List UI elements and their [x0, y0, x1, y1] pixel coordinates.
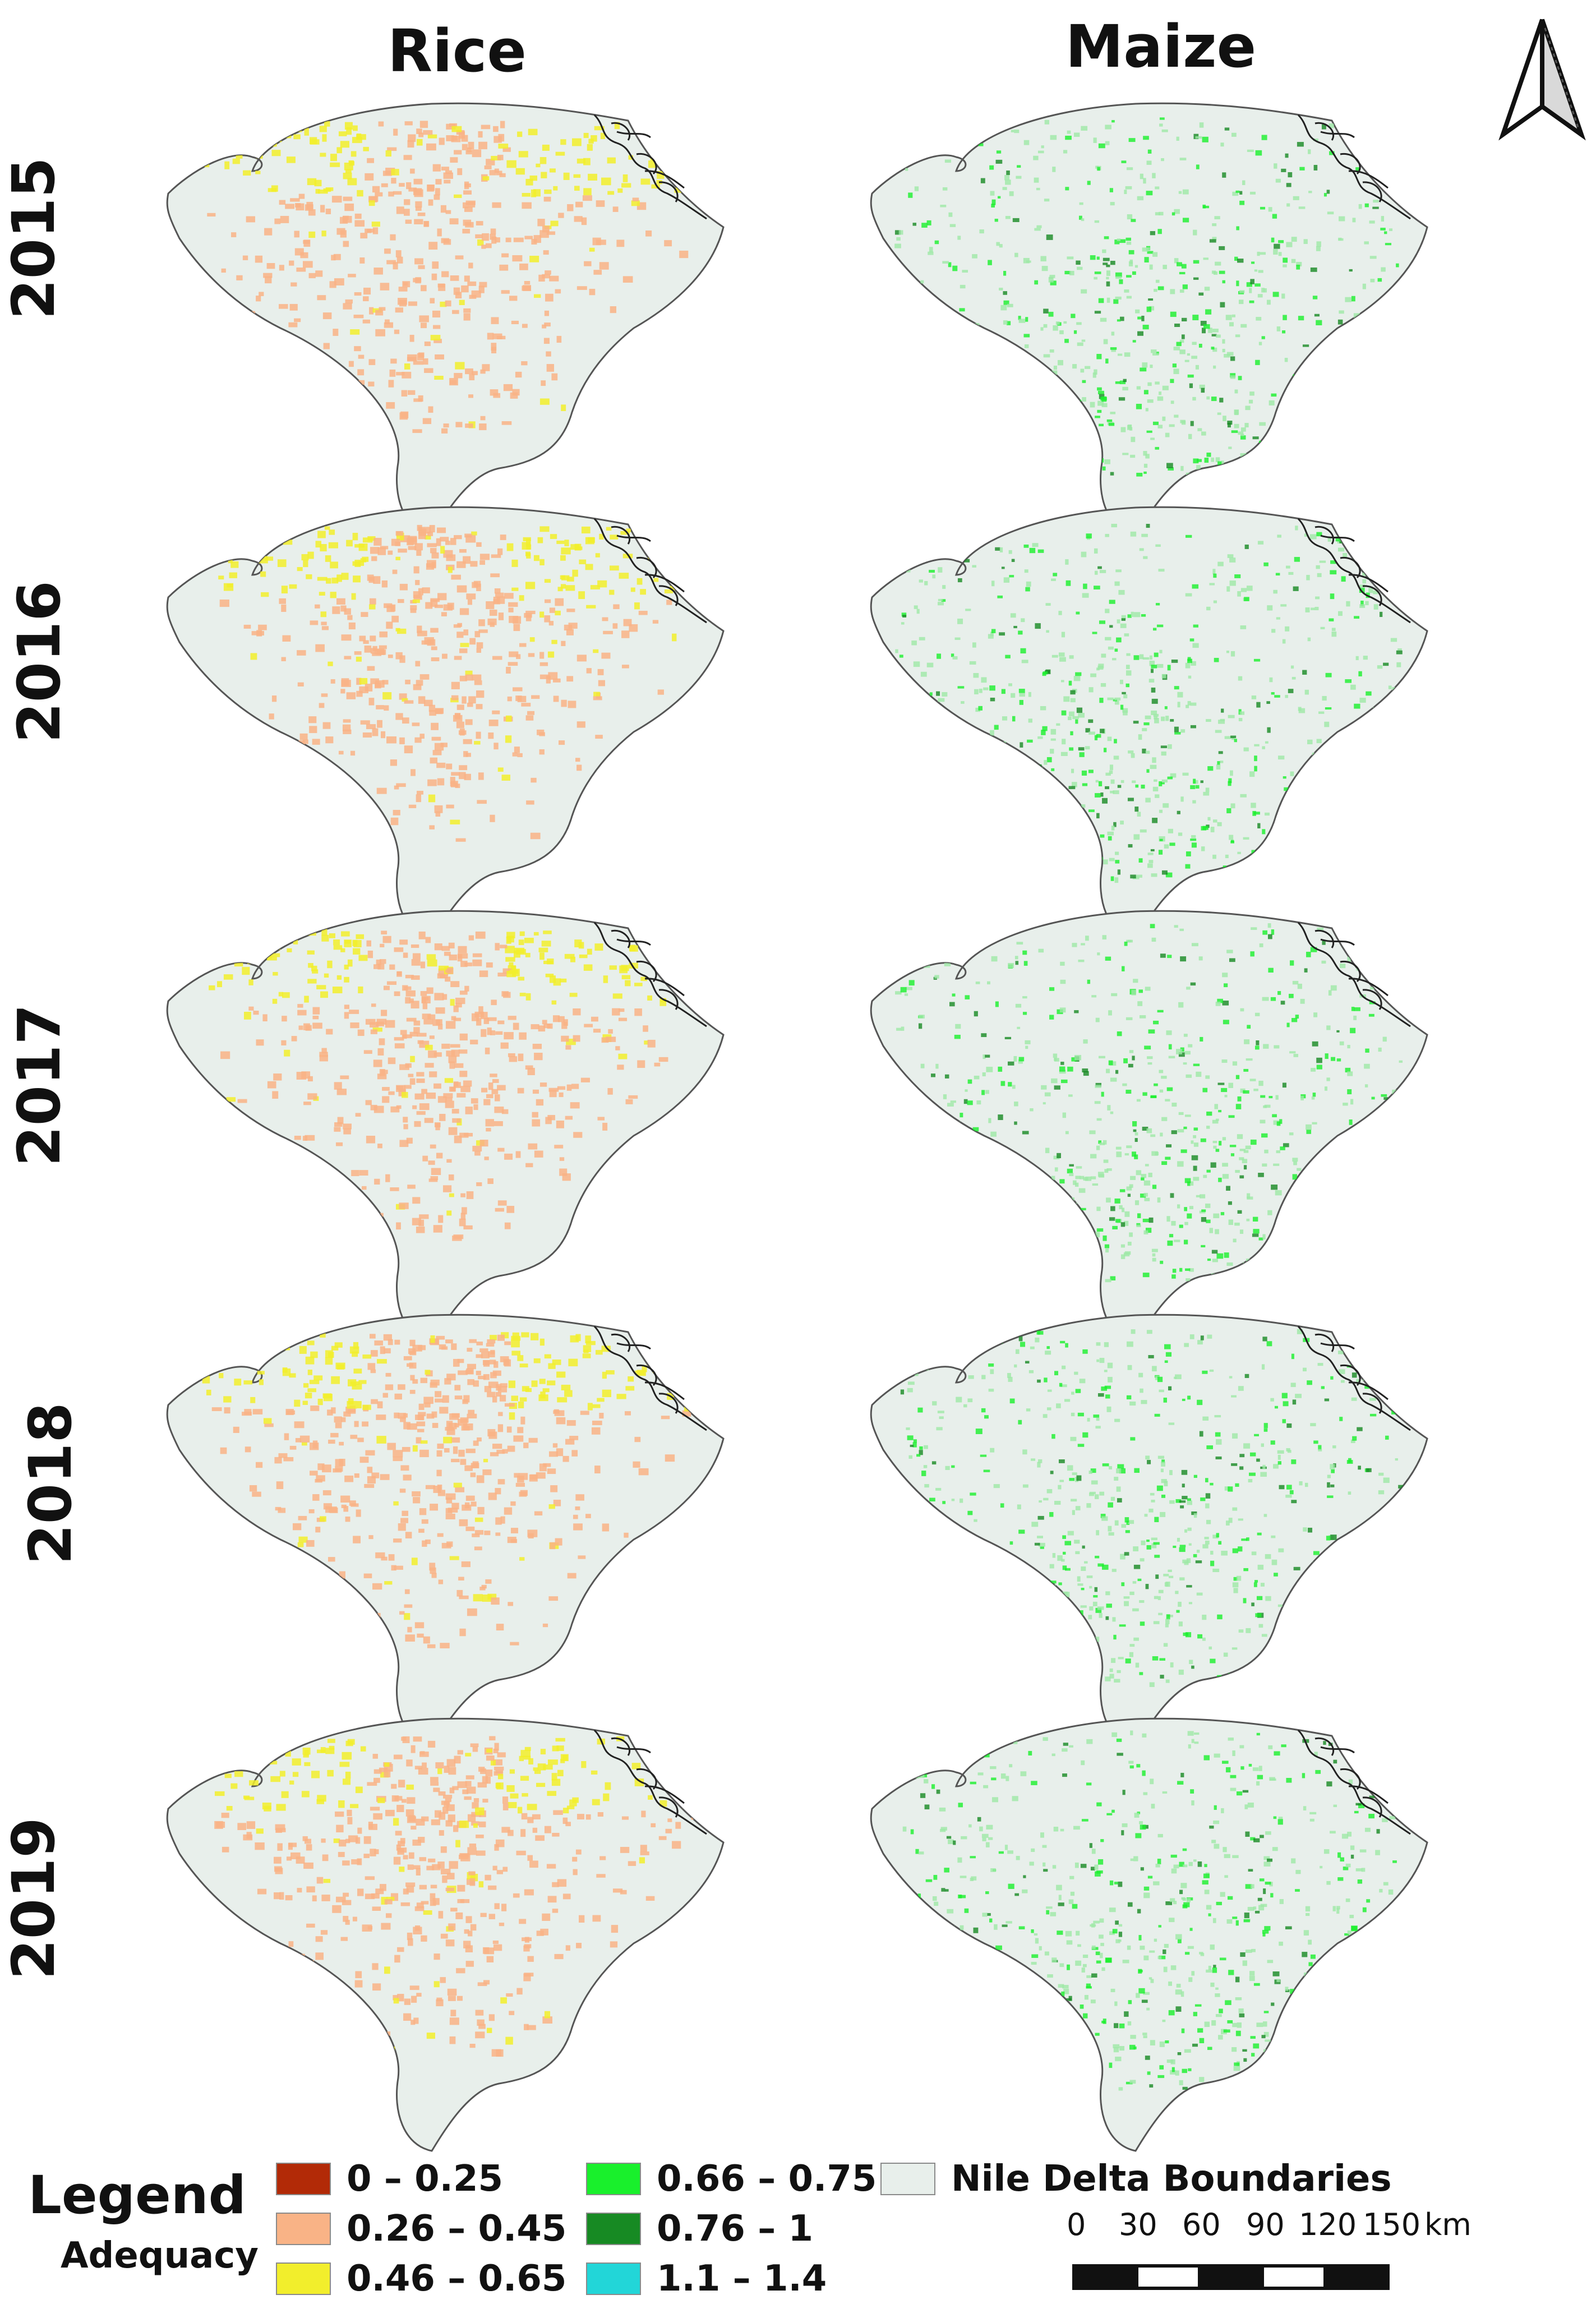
year-label-2015: 2015 [0, 157, 68, 320]
legend-swatch [276, 2213, 331, 2245]
scale-bar-segment [1323, 2264, 1390, 2290]
scale-bar-segment [1261, 2264, 1327, 2290]
year-label-2018: 2018 [16, 1402, 85, 1565]
nile-delta-boundary [870, 102, 1428, 537]
scale-tick-label: 120 [1299, 2207, 1357, 2242]
rice-map-panel [166, 1717, 725, 2152]
legend-swatch [586, 2262, 641, 2295]
legend-title: Legend [28, 2165, 246, 2226]
legend-item: 0.46 – 0.65 [276, 2258, 566, 2300]
legend-label: 0.46 – 0.65 [347, 2258, 567, 2300]
legend-swatch [586, 2213, 641, 2245]
nile-delta-boundary [870, 910, 1428, 1344]
legend-item: 0.26 – 0.45 [276, 2208, 566, 2250]
coastline-lagoons [593, 1729, 707, 1835]
year-label-2017: 2017 [5, 1004, 73, 1167]
north-arrow-icon [1498, 19, 1586, 141]
column-title-maize: Maize [1065, 12, 1257, 81]
coastline-lagoons [593, 1325, 707, 1431]
coastline-lagoons [1297, 518, 1411, 624]
legend-item: Nile Delta Boundaries [880, 2158, 1392, 2200]
scale-tick-label: 30 [1119, 2207, 1157, 2242]
legend-label: 0 – 0.25 [347, 2158, 503, 2200]
legend-label: 1.1 – 1.4 [657, 2258, 827, 2300]
legend-item: 0 – 0.25 [276, 2158, 503, 2200]
scale-tick-label: 0 [1067, 2207, 1086, 2242]
maize-map-panel [870, 1717, 1428, 2152]
legend-label: 0.26 – 0.45 [347, 2208, 567, 2250]
legend-label: Nile Delta Boundaries [951, 2158, 1392, 2200]
legend-item: 1.1 – 1.4 [586, 2258, 827, 2300]
nile-delta-boundary [870, 1717, 1428, 2152]
coastline-lagoons [593, 518, 707, 624]
rice-adequacy-pixels [202, 928, 701, 1245]
scale-bar-segment [1198, 2264, 1264, 2290]
legend-label: 0.66 – 0.75 [657, 2158, 877, 2200]
rice-map-panel [166, 1314, 725, 1748]
year-label-2019: 2019 [0, 1817, 68, 1980]
maize-map-panel [870, 910, 1428, 1344]
legend-item: 0.76 – 1 [586, 2208, 813, 2250]
legend-swatch [880, 2163, 935, 2195]
rice-adequacy-pixels [203, 524, 696, 842]
maize-map-panel [870, 102, 1428, 537]
coastline-lagoons [593, 114, 707, 220]
coastline-lagoons [593, 921, 707, 1027]
legend-label: 0.76 – 1 [657, 2208, 813, 2250]
scale-tick-label: 60 [1182, 2207, 1221, 2242]
maize-adequacy-pixels [894, 519, 1403, 883]
scale-bar [1072, 2264, 1390, 2290]
legend-item: 0.66 – 0.75 [586, 2158, 877, 2200]
coastline-lagoons [1297, 1325, 1411, 1431]
rice-map-panel [166, 910, 725, 1344]
coastline-lagoons [1297, 114, 1411, 220]
legend-swatch [276, 2262, 331, 2295]
nile-delta-boundary [166, 506, 725, 941]
coastline-lagoons [1297, 921, 1411, 1027]
year-label-2016: 2016 [5, 580, 73, 743]
legend-swatch [586, 2163, 641, 2195]
scale-bar-segment [1135, 2264, 1201, 2290]
nile-delta-boundary [870, 1314, 1428, 1748]
scale-tick-label: 150 [1363, 2207, 1421, 2242]
legend-swatch [276, 2163, 331, 2195]
scale-bar-segment [1072, 2264, 1138, 2290]
maize-map-panel [870, 1314, 1428, 1748]
rice-map-panel [166, 102, 725, 537]
scale-tick-label: 90 [1246, 2207, 1285, 2242]
maize-map-panel [870, 506, 1428, 941]
rice-map-panel [166, 506, 725, 941]
scale-unit-label: km [1424, 2207, 1472, 2242]
column-title-rice: Rice [388, 17, 527, 85]
coastline-lagoons [1297, 1729, 1411, 1835]
legend-subtitle: Adequacy [61, 2235, 259, 2277]
